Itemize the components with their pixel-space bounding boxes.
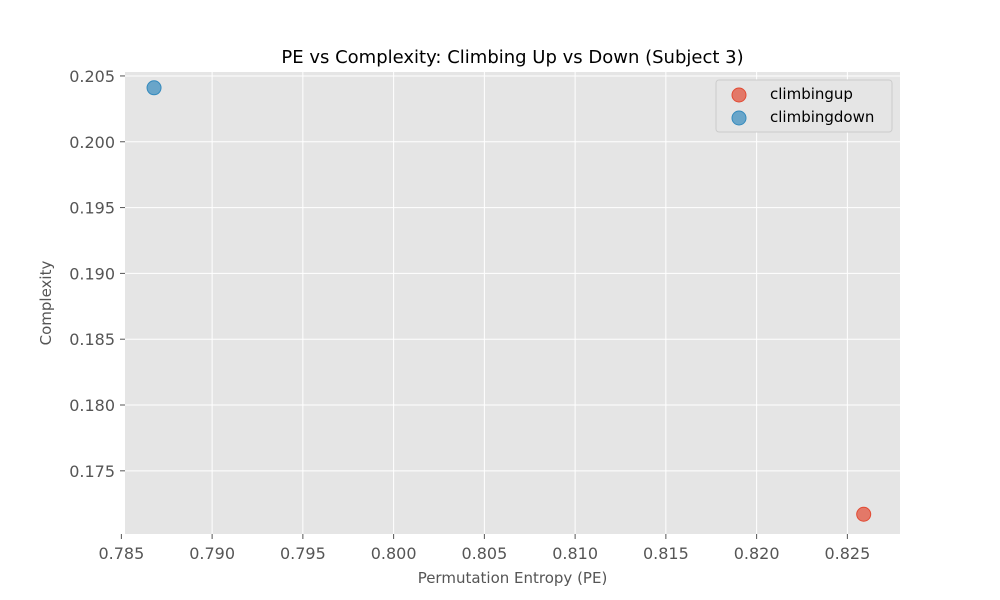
- legend-label-climbingdown: climbingdown: [770, 108, 874, 126]
- x-tick-label: 0.795: [280, 544, 326, 563]
- point-climbingup: [856, 506, 872, 522]
- legend-marker-climbingup: [731, 87, 747, 103]
- y-tick-label: 0.185: [69, 330, 115, 349]
- y-tick-label: 0.175: [69, 462, 115, 481]
- y-tick-label: 0.195: [69, 199, 115, 218]
- y-tick-label: 0.180: [69, 396, 115, 415]
- x-axis-label: Permutation Entropy (PE): [418, 569, 608, 587]
- gridlines: [120, 72, 900, 534]
- data-points: [146, 80, 872, 522]
- x-tick-label: 0.800: [371, 544, 417, 563]
- y-axis-label: Complexity: [37, 261, 55, 346]
- x-axis-ticks: 0.785 0.790 0.795 0.800 0.805 0.810 0.815 0.820…: [98, 534, 870, 563]
- chart-title: PE vs Complexity: Climbing Up vs Down (S…: [281, 47, 743, 68]
- x-tick-label: 0.825: [824, 544, 870, 563]
- y-tick-label: 0.205: [69, 67, 115, 86]
- legend-label-climbingup: climbingup: [770, 85, 853, 103]
- x-tick-label: 0.805: [461, 544, 507, 563]
- plot-area: [125, 72, 900, 534]
- x-tick-label: 0.790: [189, 544, 235, 563]
- point-climbingdown: [146, 80, 162, 96]
- y-tick-label: 0.200: [69, 133, 115, 152]
- legend-marker-climbingdown: [731, 110, 747, 126]
- y-tick-label: 0.190: [69, 264, 115, 283]
- y-axis-ticks: 0.175 0.180 0.185 0.190 0.195 0.200 0.205: [69, 67, 125, 481]
- x-tick-label: 0.785: [98, 544, 144, 563]
- x-tick-label: 0.820: [734, 544, 780, 563]
- legend-box: [715, 79, 893, 133]
- x-tick-label: 0.810: [552, 544, 598, 563]
- x-tick-label: 0.815: [643, 544, 689, 563]
- legend: climbingup climbingdown: [715, 79, 893, 133]
